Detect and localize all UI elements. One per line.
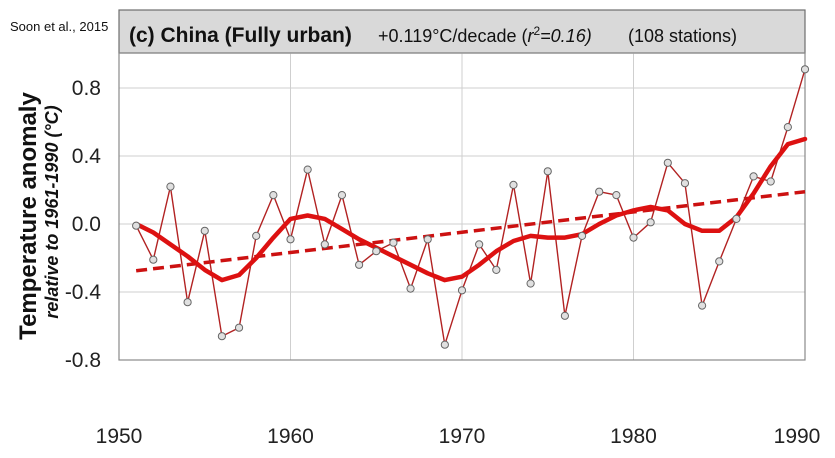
data-point	[577, 231, 587, 240]
data-point	[423, 235, 432, 244]
data-point	[149, 255, 158, 264]
data-point	[526, 279, 535, 288]
data-point	[663, 158, 672, 167]
data-point	[715, 257, 724, 266]
y-tick-label: 0.0	[72, 213, 101, 236]
trend-line	[135, 189, 806, 273]
data-point	[560, 311, 570, 320]
series	[132, 65, 810, 349]
data-point	[234, 323, 244, 332]
data-point	[732, 214, 741, 223]
y-axis-label: Temperature anomaly	[15, 92, 42, 340]
data-point	[646, 218, 655, 227]
title-panel: (c) China (Fully urban) +0.119°C/decade …	[118, 9, 806, 54]
data-point	[269, 191, 278, 200]
smoothed-series-line	[133, 136, 808, 283]
data-point	[389, 238, 398, 247]
data-point	[475, 240, 484, 249]
plot-frame	[118, 52, 806, 361]
data-point	[303, 165, 312, 174]
trend-sup: 2	[533, 24, 540, 38]
data-point	[749, 172, 758, 181]
data-point	[800, 65, 810, 74]
stations-text: (108 stations)	[628, 26, 737, 46]
grid	[119, 53, 806, 361]
data-point	[355, 260, 364, 269]
data-point	[286, 235, 295, 244]
data-point	[612, 191, 621, 200]
data-point	[337, 191, 347, 200]
x-tick-label: 1980	[610, 425, 657, 448]
data-point	[252, 231, 261, 240]
y-tick-label: 0.8	[72, 77, 101, 100]
data-point	[132, 221, 141, 230]
data-point	[680, 179, 690, 188]
data-point	[200, 226, 209, 235]
x-tick-labels: 1950 1960 1970 1980 1990	[96, 425, 821, 448]
data-point	[406, 284, 415, 293]
trend-r: r	[527, 26, 534, 46]
data-point	[629, 233, 638, 242]
data-point	[543, 167, 552, 176]
x-tick-label: 1970	[439, 425, 486, 448]
x-tick-label: 1960	[267, 425, 314, 448]
data-point	[595, 187, 604, 196]
data-point	[509, 180, 518, 189]
x-tick-label: 1950	[96, 425, 143, 448]
data-point	[457, 286, 467, 295]
y-tick-label: -0.4	[65, 281, 102, 304]
data-point	[372, 247, 381, 256]
y-tick-labels: 0.8 0.4 0.0 -0.4 -0.8	[65, 77, 102, 372]
y-tick-label: 0.4	[72, 145, 102, 168]
data-point	[698, 301, 707, 310]
y-tick-label: -0.8	[65, 349, 101, 372]
data-point	[766, 177, 775, 186]
data-point	[440, 340, 449, 349]
panel-label: (c) China (Fully urban)	[129, 24, 352, 47]
trend-suffix: =0.16)	[540, 26, 592, 46]
data-point	[166, 182, 175, 191]
trend-prefix: +0.119°C/decade (	[378, 26, 527, 46]
credit-text: Soon et al., 2015	[10, 19, 108, 34]
annual-series-line	[135, 69, 806, 346]
data-point	[783, 123, 792, 132]
y-axis-sublabel: relative to 1961-1990 (°C)	[42, 105, 62, 318]
data-point	[320, 240, 329, 249]
data-point	[492, 265, 501, 274]
y-axis-title: Temperature anomaly relative to 1961-199…	[15, 92, 62, 340]
x-tick-label: 1990	[774, 425, 821, 448]
title-panel-box	[118, 9, 806, 54]
data-point	[217, 332, 226, 341]
trend-text: +0.119°C/decade (r2=0.16)	[378, 24, 592, 46]
data-point	[183, 298, 192, 307]
